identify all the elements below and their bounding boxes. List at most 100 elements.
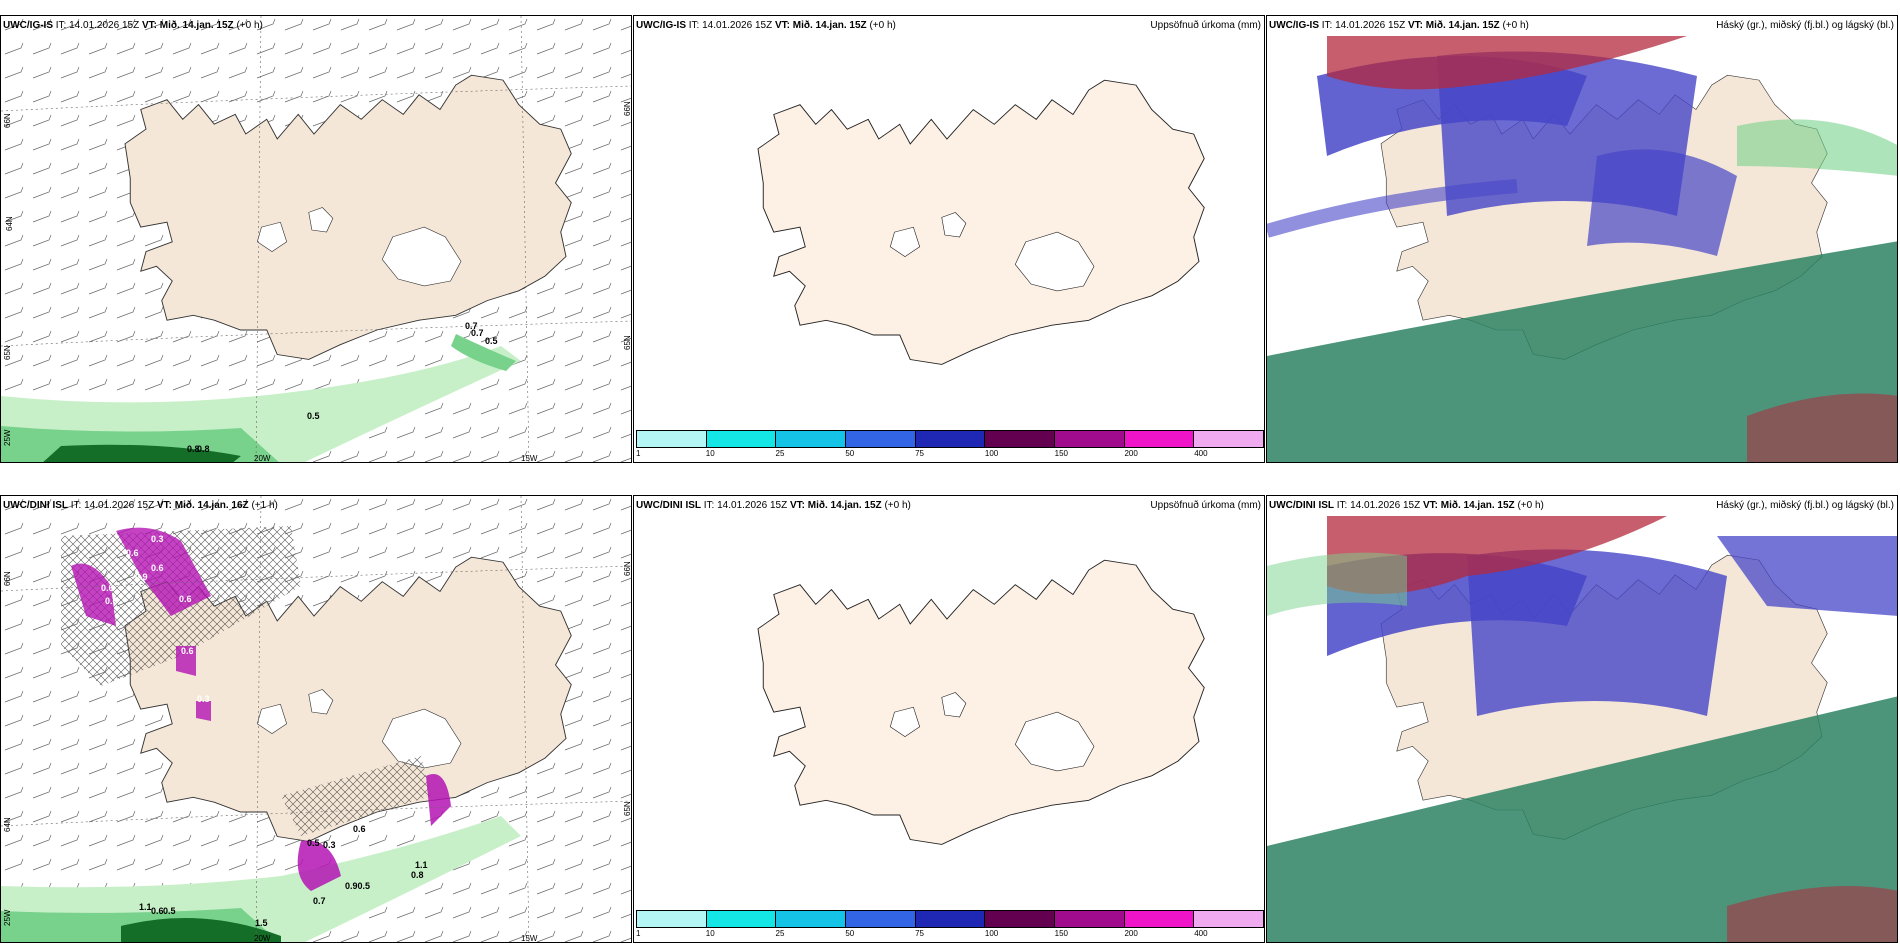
colorbar-swatch bbox=[706, 431, 777, 447]
map-panel-6: UWC/DINI ISL IT: 14.01.2026 15Z VT: Mið.… bbox=[1266, 495, 1898, 943]
lead-time: (+0 h) bbox=[869, 20, 896, 31]
contour-label: 1.1 bbox=[139, 902, 152, 912]
colorbar-swatch bbox=[846, 431, 916, 447]
contour-label: 0.8 bbox=[197, 444, 210, 454]
model-name: UWC/DINI ISL bbox=[636, 500, 701, 511]
lon-label: 25W bbox=[3, 429, 12, 446]
lead-time: (+1 h) bbox=[251, 500, 278, 511]
valid-time: Mið. 14.jan. 15Z bbox=[807, 500, 882, 511]
model-name: UWC/DINI ISL bbox=[1269, 500, 1334, 511]
colorbar-swatch bbox=[1194, 431, 1264, 447]
lat-label: 64N bbox=[5, 216, 14, 231]
contour-label: 0.6 bbox=[179, 594, 192, 604]
colorbar-swatch bbox=[637, 431, 707, 447]
colorbar-swatch bbox=[706, 911, 777, 927]
lead-time: (+0 h) bbox=[884, 500, 911, 511]
map-panel-3: UWC/IG-IS IT: 14.01.2026 15Z VT: Mið. 14… bbox=[1266, 15, 1898, 463]
colorbar-tick-label: 400 bbox=[1194, 929, 1208, 938]
lon-label: 25W bbox=[3, 909, 12, 926]
contour-label: 0.3 bbox=[323, 840, 336, 850]
colorbar-tick-label: 75 bbox=[915, 449, 925, 458]
contour-label: 1.5 bbox=[255, 918, 268, 928]
lat-label: 66N bbox=[623, 561, 632, 576]
init-time: IT: 14.01.2026 15Z bbox=[703, 500, 788, 511]
panel-header: UWC/DINI ISL IT: 14.01.2026 15Z VT: Mið.… bbox=[1269, 500, 1544, 511]
model-name: UWC/DINI ISL bbox=[3, 500, 68, 511]
contour-label: 0.90.5 bbox=[345, 881, 371, 891]
lon-label: 15W bbox=[521, 934, 538, 943]
valid-time-label: VT: bbox=[1407, 20, 1423, 31]
colorbar-tick-label: 50 bbox=[845, 449, 855, 458]
colorbar-tick-label: 50 bbox=[845, 929, 855, 938]
colorbar-tick-label: 200 bbox=[1124, 929, 1138, 938]
colorbar-tick-label: 150 bbox=[1054, 449, 1069, 458]
colorbar-swatch bbox=[846, 911, 916, 927]
lon-label: 20W bbox=[254, 454, 271, 463]
lead-time: (+0 h) bbox=[1502, 20, 1529, 31]
contour-label: 0.3 bbox=[151, 534, 164, 544]
contour-label: 0.7 bbox=[471, 328, 484, 338]
colorbar-tick-label: 25 bbox=[775, 449, 785, 458]
valid-time-label: VT: bbox=[156, 500, 172, 511]
contour-label: 0.3 bbox=[197, 694, 210, 704]
init-time: IT: 14.01.2026 15Z bbox=[688, 20, 773, 31]
contour-label: 0.8 bbox=[187, 444, 200, 454]
map-panel-1: UWC/IG-IS IT: 14.01.2026 15Z VT: Mið. 14… bbox=[0, 15, 632, 463]
valid-time: Mið. 14.jan. 16Z bbox=[174, 500, 249, 511]
contour-label: 0.5 bbox=[307, 838, 320, 848]
contour-label: 0.5 bbox=[485, 336, 498, 346]
precip-colorbar bbox=[636, 430, 1264, 448]
lat-label: 66N bbox=[3, 113, 12, 128]
field-title: Uppsöfnuð úrkoma (mm) bbox=[1150, 500, 1261, 511]
map-panel-4: UWC/DINI ISL IT: 14.01.2026 15Z VT: Mið.… bbox=[0, 495, 632, 943]
colorbar-tick-label: 10 bbox=[705, 449, 715, 458]
contour-label: 0.6 bbox=[105, 596, 118, 606]
field-title: Háský (gr.), miðský (fj.bl.) og lágský (… bbox=[1716, 500, 1894, 511]
model-name: UWC/IG-IS bbox=[636, 20, 686, 31]
lat-label: 66N bbox=[623, 101, 632, 116]
contour-label: 1.1 bbox=[415, 860, 428, 870]
lat-label: 65N bbox=[3, 345, 12, 360]
contour-label: 0.8 bbox=[411, 870, 424, 880]
panel-header: UWC/IG-IS IT: 14.01.2026 15Z VT: Mið. 14… bbox=[3, 20, 263, 31]
valid-time: Mið. 14.jan. 15Z bbox=[1425, 20, 1500, 31]
contour-label: 0.6 bbox=[151, 906, 164, 916]
model-name: UWC/IG-IS bbox=[1269, 20, 1319, 31]
colorbar-tick-label: 25 bbox=[775, 929, 785, 938]
lat-label: 66N bbox=[3, 571, 12, 586]
colorbar-tick-label: 100 bbox=[984, 449, 999, 458]
panel-header: UWC/IG-IS IT: 14.01.2026 15Z VT: Mið. 14… bbox=[1269, 20, 1529, 31]
valid-time-label: VT: bbox=[789, 500, 805, 511]
colorbar-tick-label: 150 bbox=[1054, 929, 1069, 938]
colorbar-swatch bbox=[1124, 431, 1195, 447]
map-panel-5: UWC/DINI ISL IT: 14.01.2026 15Z VT: Mið.… bbox=[633, 495, 1265, 943]
lon-label: 20W bbox=[254, 934, 271, 943]
field-title: Háský (gr.), miðský (fj.bl.) og lágský (… bbox=[1716, 20, 1894, 31]
contour-label: 0.5 bbox=[163, 906, 176, 916]
colorbar-ticks: 1 10 25 50 75 100 150 200 400 bbox=[636, 929, 1264, 940]
contour-label: 0.6 bbox=[101, 583, 114, 593]
wind-precip-map bbox=[1, 496, 631, 942]
valid-time: Mið. 14.jan. 15Z bbox=[792, 20, 867, 31]
contour-label: 0.5 bbox=[307, 411, 320, 421]
colorbar-swatch bbox=[637, 911, 707, 927]
valid-time-label: VT: bbox=[774, 20, 790, 31]
cloud-map bbox=[1267, 36, 1897, 462]
contour-label: 0.6 bbox=[126, 548, 139, 558]
valid-time: Mið. 14.jan. 15Z bbox=[159, 20, 234, 31]
lat-label: 65N bbox=[623, 335, 632, 350]
contour-label: 0.6 bbox=[353, 824, 366, 834]
contour-label: 0.6 bbox=[181, 646, 194, 656]
model-name: UWC/IG-IS bbox=[3, 20, 53, 31]
colorbar-tick-label: 1 bbox=[636, 929, 641, 938]
wind-precip-map bbox=[1, 16, 631, 462]
colorbar-swatch bbox=[776, 431, 847, 447]
colorbar-swatch bbox=[1194, 911, 1264, 927]
contour-label: 0.6 bbox=[151, 563, 164, 573]
valid-time-label: VT: bbox=[141, 20, 157, 31]
valid-time-label: VT: bbox=[1422, 500, 1438, 511]
colorbar-swatch bbox=[985, 431, 1056, 447]
cloud-map bbox=[1267, 516, 1897, 942]
init-time: IT: 14.01.2026 15Z bbox=[1336, 500, 1421, 511]
colorbar-swatch bbox=[776, 911, 847, 927]
